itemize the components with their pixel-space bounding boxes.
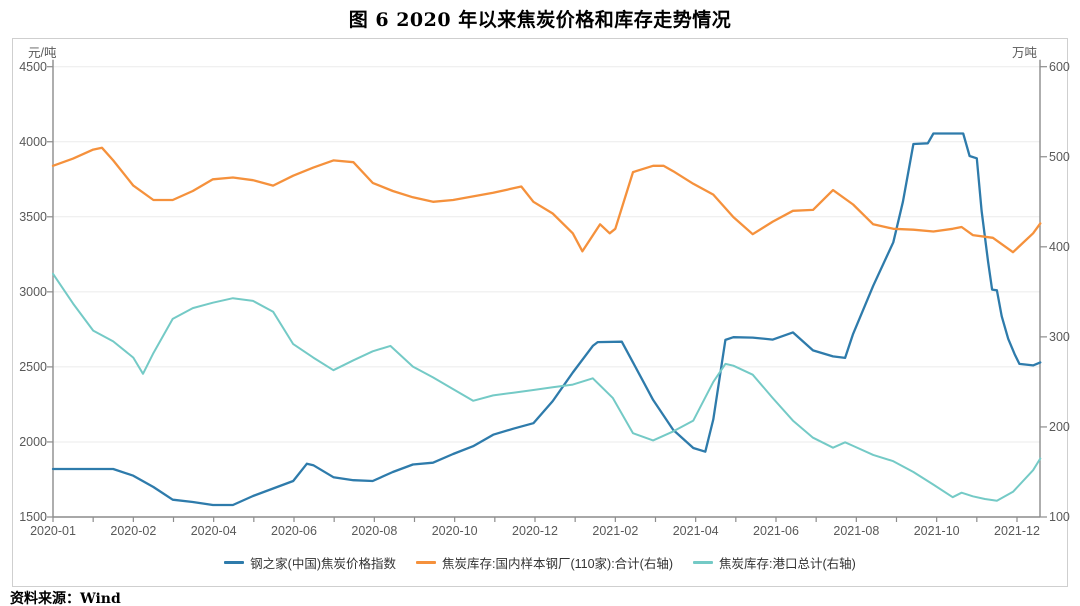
legend-label-steelmill-inventory: 焦炭库存:国内样本钢厂(110家):合计(右轴) bbox=[441, 557, 674, 571]
y-tick-label-right: 600 bbox=[1049, 59, 1070, 74]
y-tick-label-left: 1500 bbox=[19, 510, 47, 524]
legend-swatch-price-index bbox=[224, 561, 245, 564]
y-tick-label-left: 3000 bbox=[19, 284, 47, 299]
x-tick-label: 2021-06 bbox=[753, 524, 799, 538]
y-tick-label-left: 3500 bbox=[19, 209, 47, 224]
x-tick-label: 2020-12 bbox=[512, 524, 558, 538]
left-axis-unit: 元/吨 bbox=[28, 46, 57, 60]
series-line-2 bbox=[52, 272, 1042, 502]
x-tick-label: 2020-01 bbox=[30, 524, 76, 538]
chart-panel bbox=[12, 38, 1068, 587]
y-tick-label-left: 2000 bbox=[19, 434, 47, 449]
x-tick-label: 2021-08 bbox=[833, 524, 880, 538]
legend-label-port-inventory: 焦炭库存:港口总计(右轴) bbox=[719, 557, 856, 571]
y-tick-label-right: 300 bbox=[1049, 329, 1070, 344]
legend-swatch-steelmill-inventory bbox=[415, 561, 436, 564]
x-tick-label: 2020-06 bbox=[271, 524, 317, 538]
x-tick-label: 2020-02 bbox=[110, 524, 157, 538]
series-line-1 bbox=[51, 146, 1042, 254]
x-tick-label: 2021-02 bbox=[592, 524, 639, 538]
chart-legend: 钢之家(中国)焦炭价格指数 焦炭库存:国内样本钢厂(110家):合计(右轴) 焦… bbox=[0, 553, 1080, 572]
legend-item-price-index: 钢之家(中国)焦炭价格指数 bbox=[224, 553, 396, 572]
legend-label-price-index: 钢之家(中国)焦炭价格指数 bbox=[250, 557, 396, 571]
y-tick-label-right: 200 bbox=[1049, 419, 1070, 434]
x-tick-label: 2020-08 bbox=[351, 524, 398, 538]
y-tick-label-left: 4500 bbox=[19, 59, 47, 74]
legend-item-steelmill-inventory: 焦炭库存:国内样本钢厂(110家):合计(右轴) bbox=[415, 553, 674, 572]
right-axis-unit: 万吨 bbox=[1012, 46, 1038, 60]
y-tick-label-right: 400 bbox=[1049, 239, 1070, 254]
y-tick-label-right: 500 bbox=[1049, 149, 1070, 164]
x-tick-label: 2021-10 bbox=[913, 524, 960, 538]
x-tick-label: 2020-10 bbox=[431, 524, 478, 538]
y-tick-label-left: 2500 bbox=[19, 359, 47, 374]
y-tick-label-right: 100 bbox=[1049, 510, 1070, 524]
x-tick-label: 2020-04 bbox=[190, 524, 237, 538]
legend-swatch-port-inventory bbox=[693, 561, 714, 564]
x-tick-label: 2021-12 bbox=[994, 524, 1040, 538]
legend-item-port-inventory: 焦炭库存:港口总计(右轴) bbox=[693, 553, 856, 572]
y-tick-label-left: 4000 bbox=[19, 134, 47, 149]
x-tick-label: 2021-04 bbox=[672, 524, 719, 538]
chart-title: 图 6 2020 年以来焦炭价格和库存走势情况 bbox=[348, 9, 732, 31]
series-line-0 bbox=[51, 132, 1042, 507]
source-note: 资料来源：Wind bbox=[10, 591, 121, 606]
